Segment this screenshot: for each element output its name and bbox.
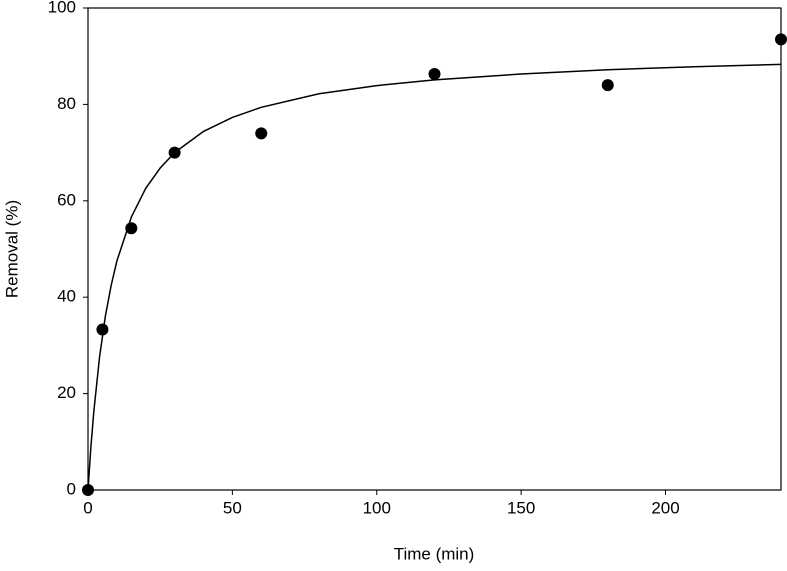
plot-frame (87, 7, 782, 491)
data-point (96, 323, 109, 336)
data-point (255, 127, 268, 140)
x-tick-label: 100 (363, 498, 391, 517)
x-tick-label: 150 (507, 498, 535, 517)
y-axis-title: Removal (%) (2, 200, 21, 298)
y-tick-label: 40 (57, 287, 76, 306)
y-tick-label: 80 (57, 94, 76, 113)
y-tick-label: 60 (57, 190, 76, 209)
data-point (601, 79, 614, 92)
fit-line (87, 63, 782, 491)
x-tick-label: 50 (223, 498, 242, 517)
y-tick-label: 100 (48, 0, 76, 16)
data-point (428, 68, 441, 81)
x-axis-title: Time (min) (394, 544, 475, 563)
x-tick-label: 0 (83, 498, 92, 517)
x-tick-label: 200 (651, 498, 679, 517)
data-point (775, 33, 787, 46)
y-tick-label: 0 (67, 479, 76, 498)
y-tick-label: 20 (57, 383, 76, 402)
